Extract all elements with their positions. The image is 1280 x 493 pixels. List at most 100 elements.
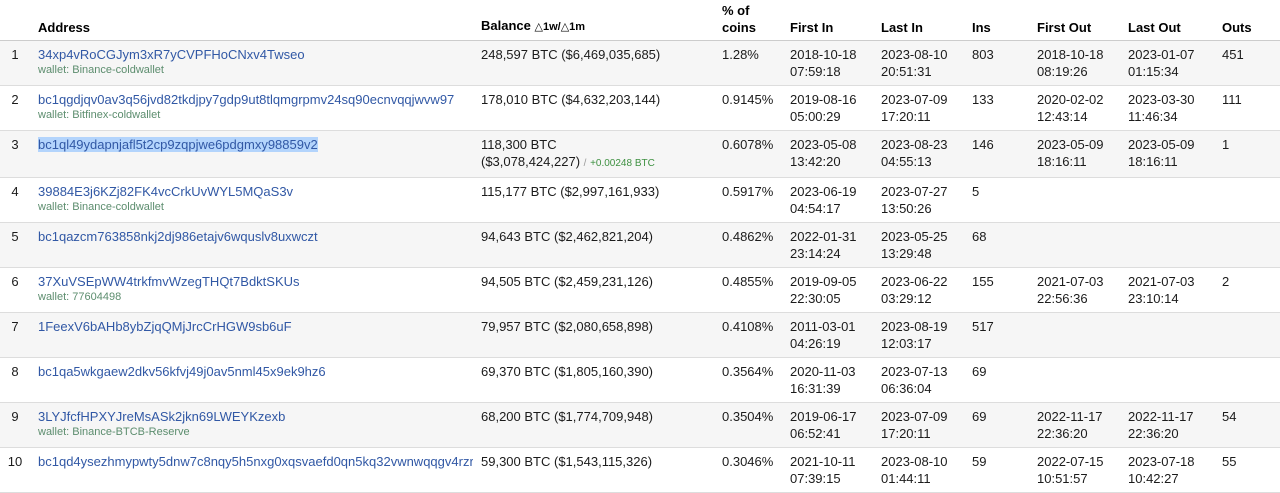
wallet-prefix: wallet: xyxy=(38,201,70,213)
outs-cell: 451 xyxy=(1214,40,1280,86)
address-link[interactable]: bc1qa5wkgaew2dkv56kfvj49j0av5nml45x9ek9h… xyxy=(38,364,326,379)
wallet-prefix: wallet: xyxy=(38,109,70,121)
last-in-cell: 2023-05-25 13:29:48 xyxy=(873,222,964,268)
first-in-cell: 2019-06-17 06:52:41 xyxy=(782,402,873,448)
wallet-prefix: wallet: xyxy=(38,64,70,76)
first-out-cell: 2020-02-02 12:43:14 xyxy=(1029,85,1120,131)
last-in-cell: 2023-06-22 03:29:12 xyxy=(873,267,964,313)
balance-cell: 115,177 BTC ($2,997,161,933) xyxy=(473,177,714,223)
ins-cell: 146 xyxy=(964,130,1029,178)
address-cell: 37XuVSEpWW4trkfmvWzegTHQt7BdktSKUs walle… xyxy=(30,267,473,313)
first-out-cell xyxy=(1029,312,1120,358)
wallet-prefix: wallet: xyxy=(38,291,70,303)
address-link[interactable]: 37XuVSEpWW4trkfmvWzegTHQt7BdktSKUs xyxy=(38,274,300,289)
header-pct-of-coins: % of coins xyxy=(714,0,782,41)
first-out-cell xyxy=(1029,222,1120,268)
rank-cell: 10 xyxy=(0,447,30,493)
address-link-selected[interactable]: bc1ql49ydapnjafl5t2cp9zqpjwe6pdgmxy98859… xyxy=(38,137,318,152)
wallet-link[interactable]: Binance-coldwallet xyxy=(72,64,164,76)
table-row: 10 bc1qd4ysezhmypwty5dnw7c8nqy5h5nxg0xqs… xyxy=(0,447,1280,493)
last-in-cell: 2023-07-09 17:20:11 xyxy=(873,402,964,448)
address-link[interactable]: 1FeexV6bAHb8ybZjqQMjJrcCrHGW9sb6uF xyxy=(38,319,292,334)
balance-cell: 69,370 BTC ($1,805,160,390) xyxy=(473,357,714,403)
header-first-in: First In xyxy=(782,0,873,41)
table-row: 1 34xp4vRoCGJym3xR7yCVPFHoCNxv4Twseo wal… xyxy=(0,40,1280,86)
pct-cell: 0.3046% xyxy=(714,447,782,493)
last-out-cell: 2021-07-03 23:10:14 xyxy=(1120,267,1214,313)
header-first-out: First Out xyxy=(1029,0,1120,41)
pct-cell: 0.9145% xyxy=(714,85,782,131)
wallet-link[interactable]: 77604498 xyxy=(72,291,122,303)
pct-cell: 0.4862% xyxy=(714,222,782,268)
wallet-label: wallet: Binance-coldwallet xyxy=(38,64,473,77)
address-cell: 1FeexV6bAHb8ybZjqQMjJrcCrHGW9sb6uF xyxy=(30,312,473,358)
table-row: 2 bc1qgdjqv0av3q56jvd82tkdjpy7gdp9ut8tlq… xyxy=(0,85,1280,131)
wallet-label: wallet: 77604498 xyxy=(38,291,473,304)
header-row: Address Balance △1w/△1m % of coins First… xyxy=(0,0,1280,41)
balance-cell: 59,300 BTC ($1,543,115,326) xyxy=(473,447,714,493)
table-row: 4 39884E3j6KZj82FK4vcCrkUvWYL5MQaS3v wal… xyxy=(0,177,1280,223)
balance-label: Balance xyxy=(481,18,531,33)
balance-cell: 79,957 BTC ($2,080,658,898) xyxy=(473,312,714,358)
ins-cell: 155 xyxy=(964,267,1029,313)
rank-cell: 8 xyxy=(0,357,30,403)
rank-cell: 3 xyxy=(0,130,30,178)
last-in-cell: 2023-08-10 20:51:31 xyxy=(873,40,964,86)
last-in-cell: 2023-08-23 04:55:13 xyxy=(873,130,964,178)
header-last-out: Last Out xyxy=(1120,0,1214,41)
last-out-cell xyxy=(1120,357,1214,403)
header-outs: Outs xyxy=(1214,0,1280,41)
first-in-cell: 2019-08-16 05:00:29 xyxy=(782,85,873,131)
wallet-link[interactable]: Binance-BTCB-Reserve xyxy=(72,426,190,438)
last-in-cell: 2023-08-10 01:44:11 xyxy=(873,447,964,493)
rank-cell: 5 xyxy=(0,222,30,268)
balance-cell: 94,643 BTC ($2,462,821,204) xyxy=(473,222,714,268)
selected-address-text: bc1ql49ydapnjafl5t2cp9zqpjwe6pdgmxy98859… xyxy=(38,137,318,152)
pct-cell: 0.3504% xyxy=(714,402,782,448)
ins-cell: 133 xyxy=(964,85,1029,131)
address-cell: bc1qa5wkgaew2dkv56kfvj49j0av5nml45x9ek9h… xyxy=(30,357,473,403)
address-link[interactable]: bc1qgdjqv0av3q56jvd82tkdjpy7gdp9ut8tlqmg… xyxy=(38,92,455,107)
rank-cell: 7 xyxy=(0,312,30,358)
address-cell: 39884E3j6KZj82FK4vcCrkUvWYL5MQaS3v walle… xyxy=(30,177,473,223)
address-link[interactable]: 39884E3j6KZj82FK4vcCrkUvWYL5MQaS3v xyxy=(38,184,294,199)
first-out-cell: 2018-10-18 08:19:26 xyxy=(1029,40,1120,86)
pct-cell: 0.5917% xyxy=(714,177,782,223)
pct-cell: 0.4108% xyxy=(714,312,782,358)
wallet-link[interactable]: Binance-coldwallet xyxy=(72,201,164,213)
last-out-cell xyxy=(1120,312,1214,358)
last-in-cell: 2023-07-27 13:50:26 xyxy=(873,177,964,223)
address-cell: bc1qd4ysezhmypwty5dnw7c8nqy5h5nxg0xqsvae… xyxy=(30,447,473,493)
pct-cell: 0.3564% xyxy=(714,357,782,403)
ins-cell: 68 xyxy=(964,222,1029,268)
first-in-cell: 2018-10-18 07:59:18 xyxy=(782,40,873,86)
outs-cell: 55 xyxy=(1214,447,1280,493)
address-cell: 34xp4vRoCGJym3xR7yCVPFHoCNxv4Twseo walle… xyxy=(30,40,473,86)
header-rank xyxy=(0,0,30,41)
address-link[interactable]: 3LYJfcfHPXYJreMsASk2jkn69LWEYKzexb xyxy=(38,409,286,424)
last-in-cell: 2023-08-19 12:03:17 xyxy=(873,312,964,358)
first-out-cell xyxy=(1029,177,1120,223)
first-in-cell: 2011-03-01 04:26:19 xyxy=(782,312,873,358)
outs-cell xyxy=(1214,357,1280,403)
header-balance: Balance △1w/△1m xyxy=(473,0,714,41)
address-cell: bc1qazcm763858nkj2dj986etajv6wquslv8uxwc… xyxy=(30,222,473,268)
pct-cell: 0.4855% xyxy=(714,267,782,313)
first-out-cell xyxy=(1029,357,1120,403)
table-row: 9 3LYJfcfHPXYJreMsASk2jkn69LWEYKzexb wal… xyxy=(0,402,1280,448)
last-out-cell: 2023-03-30 11:46:34 xyxy=(1120,85,1214,131)
outs-cell xyxy=(1214,222,1280,268)
first-in-cell: 2019-09-05 22:30:05 xyxy=(782,267,873,313)
balance-usd: ($3,078,424,227) xyxy=(481,154,581,169)
ins-cell: 517 xyxy=(964,312,1029,358)
table-row: 6 37XuVSEpWW4trkfmvWzegTHQt7BdktSKUs wal… xyxy=(0,267,1280,313)
address-link[interactable]: bc1qazcm763858nkj2dj986etajv6wquslv8uxwc… xyxy=(38,229,318,244)
header-address: Address xyxy=(30,0,473,41)
table-row: 7 1FeexV6bAHb8ybZjqQMjJrcCrHGW9sb6uF 79,… xyxy=(0,312,1280,358)
wallet-link[interactable]: Bitfinex-coldwallet xyxy=(72,109,161,121)
address-link[interactable]: 34xp4vRoCGJym3xR7yCVPFHoCNxv4Twseo xyxy=(38,47,305,62)
wallet-label: wallet: Binance-BTCB-Reserve xyxy=(38,426,473,439)
outs-cell xyxy=(1214,177,1280,223)
address-link[interactable]: bc1qd4ysezhmypwty5dnw7c8nqy5h5nxg0xqsvae… xyxy=(38,454,473,469)
